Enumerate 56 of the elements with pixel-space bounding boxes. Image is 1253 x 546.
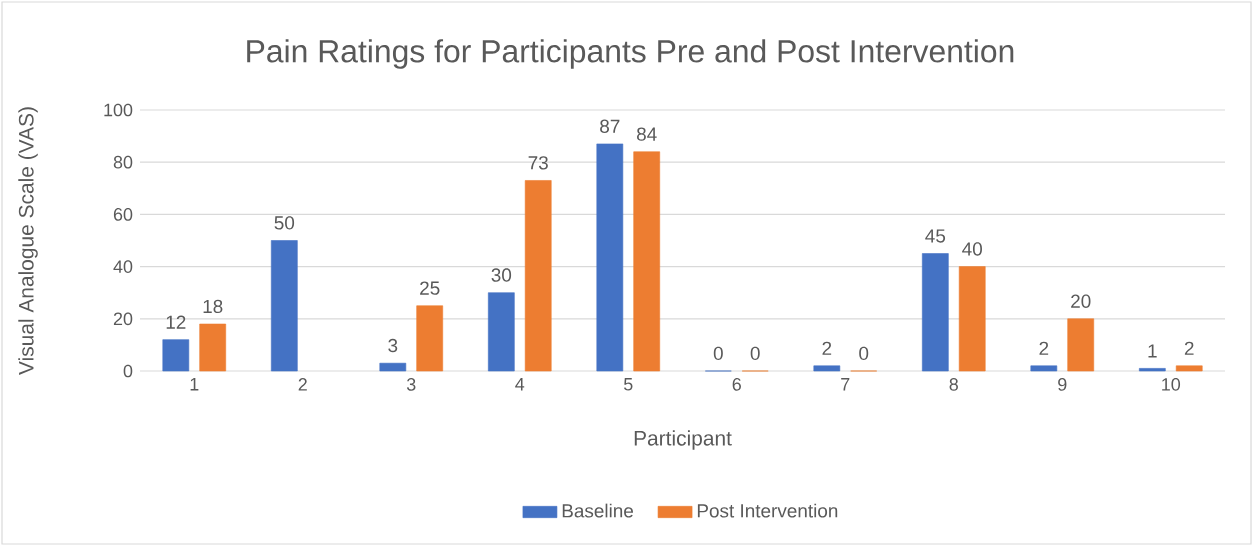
bar (199, 323, 227, 372)
data-label: 2 (822, 341, 832, 355)
x-tick-label: 7 (841, 378, 850, 391)
bar (1067, 318, 1095, 372)
y-tick-label: 60 (113, 208, 133, 221)
data-label: 40 (962, 242, 982, 256)
data-label: 0 (713, 346, 723, 361)
data-label: 3 (388, 338, 398, 353)
bar (813, 365, 841, 372)
bar (1030, 365, 1058, 372)
data-label: 45 (925, 229, 946, 243)
bar (596, 143, 624, 372)
y-tick-label: 0 (123, 364, 133, 378)
data-label: 20 (1071, 294, 1091, 308)
data-label: 50 (274, 216, 295, 230)
bar (162, 339, 190, 372)
x-tick-label: 2 (298, 378, 307, 391)
x-tick-label: 5 (623, 378, 633, 391)
chart-title: Pain Ratings for Participants Pre and Post Intervention (247, 39, 1014, 69)
x-tick-label: 6 (732, 378, 741, 391)
legend-label: Baseline (562, 503, 633, 518)
bar (416, 305, 444, 372)
data-label: 25 (420, 281, 440, 295)
bar (524, 180, 552, 372)
y-tick-label: 80 (113, 155, 133, 169)
bar (488, 292, 515, 372)
bar (1139, 368, 1166, 372)
y-tick-label: 100 (104, 103, 133, 117)
data-label: 84 (636, 127, 657, 141)
data-label: 2 (1184, 341, 1194, 355)
x-tick-label: 4 (515, 378, 525, 391)
x-tick-label: 1 (190, 378, 199, 391)
y-tick-label: 40 (113, 260, 133, 273)
bar (958, 266, 986, 372)
data-label: 87 (600, 119, 620, 134)
bar (1175, 365, 1203, 372)
legend-label: Post Intervention (697, 503, 838, 518)
data-label: 0 (750, 346, 760, 361)
data-label: 12 (166, 315, 186, 329)
bar (633, 151, 661, 372)
x-axis-title: Participant (634, 430, 732, 450)
data-label: 0 (859, 346, 869, 361)
data-label: 73 (528, 156, 548, 170)
data-label: 18 (203, 299, 223, 314)
data-label: 30 (491, 268, 512, 282)
x-tick-label: 3 (406, 378, 416, 391)
x-tick-label: 10 (1162, 378, 1181, 391)
bar (922, 253, 949, 372)
data-label: 2 (1039, 341, 1049, 355)
x-tick-label: 9 (1058, 378, 1067, 391)
y-axis-title: Visual Analogue Scale (VAS) (18, 107, 38, 375)
x-tick-label: 8 (949, 378, 958, 391)
bar (270, 240, 298, 372)
y-tick-label: 20 (113, 312, 133, 326)
data-label: 1 (1148, 344, 1157, 358)
bar (379, 362, 407, 372)
